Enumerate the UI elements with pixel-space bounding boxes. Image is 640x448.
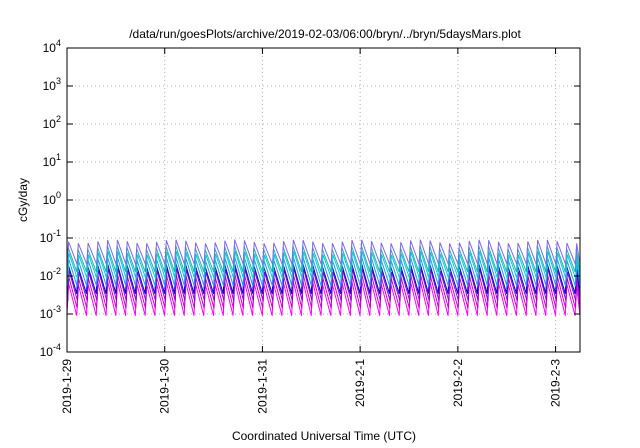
y-tick-label: 10-3 bbox=[40, 304, 61, 321]
chart-title: /data/run/goesPlots/archive/2019-02-03/0… bbox=[129, 27, 521, 41]
x-axis: 2019-1-29 2019-1-30 2019-1-31 2019-2-1 2019-… bbox=[60, 48, 563, 414]
y-tick-label: 100 bbox=[43, 190, 61, 207]
grid bbox=[67, 48, 580, 352]
x-tick-label: 2019-2-1 bbox=[353, 359, 367, 407]
x-tick-label: 2019-2-3 bbox=[549, 359, 563, 407]
y-tick-label: 101 bbox=[43, 152, 61, 169]
x-tick-label: 2019-1-29 bbox=[60, 359, 74, 414]
series-group bbox=[66, 239, 581, 316]
y-tick-label: 103 bbox=[43, 76, 61, 93]
series-line bbox=[66, 268, 581, 302]
y-tick-label: 10-1 bbox=[40, 228, 61, 245]
y-axis-label: cGy/day bbox=[16, 178, 30, 222]
y-axis: 10-4 10-3 10-2 10-1 100 101 102 103 104 bbox=[40, 38, 580, 359]
x-tick-label: 2019-2-2 bbox=[451, 359, 465, 407]
x-tick-label: 2019-1-31 bbox=[255, 359, 269, 414]
series-line bbox=[66, 251, 581, 280]
series-line bbox=[66, 245, 581, 273]
y-tick-label: 10-2 bbox=[40, 266, 61, 283]
y-tick-label: 10-4 bbox=[40, 342, 61, 359]
series-line bbox=[66, 239, 581, 265]
y-tick-label: 102 bbox=[43, 114, 61, 131]
x-tick-label: 2019-1-30 bbox=[158, 359, 172, 414]
x-axis-label: Coordinated Universal Time (UTC) bbox=[232, 429, 416, 443]
y-tick-label: 104 bbox=[43, 38, 61, 55]
